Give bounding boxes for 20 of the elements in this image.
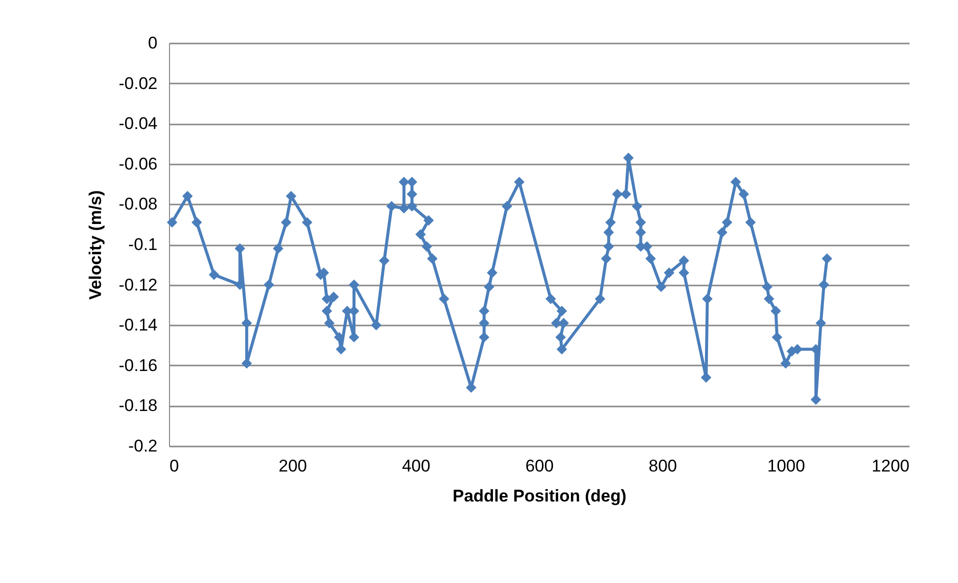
y-tick-label: -0.12: [118, 275, 158, 294]
y-tick-label: -0.1: [128, 235, 158, 254]
y-tick-label: -0.18: [118, 396, 158, 416]
x-tick-label: 200: [278, 456, 308, 476]
y-tick-label: -0.16: [118, 356, 158, 375]
x-tick-label: 600: [525, 456, 554, 476]
x-tick-label: 800: [648, 456, 678, 476]
y-tick-label: -0.02: [118, 74, 158, 93]
x-tick-label: 0: [170, 456, 179, 476]
x-tick-label: 400: [402, 456, 430, 476]
y-tick-label: 0: [148, 34, 158, 52]
y-tick-label: -0.08: [118, 194, 158, 214]
y-tick-label: -0.04: [118, 114, 158, 134]
x-tick-label: 1000: [767, 456, 806, 476]
x-axis-title: Paddle Position (deg): [452, 486, 626, 506]
y-tick-label: -0.06: [118, 154, 158, 174]
x-tick-label: 1200: [872, 456, 910, 476]
y-tick-label: -0.14: [118, 316, 158, 335]
y-tick-label: -0.2: [128, 436, 158, 456]
y-axis-title: Velocity (m/s): [86, 190, 105, 300]
